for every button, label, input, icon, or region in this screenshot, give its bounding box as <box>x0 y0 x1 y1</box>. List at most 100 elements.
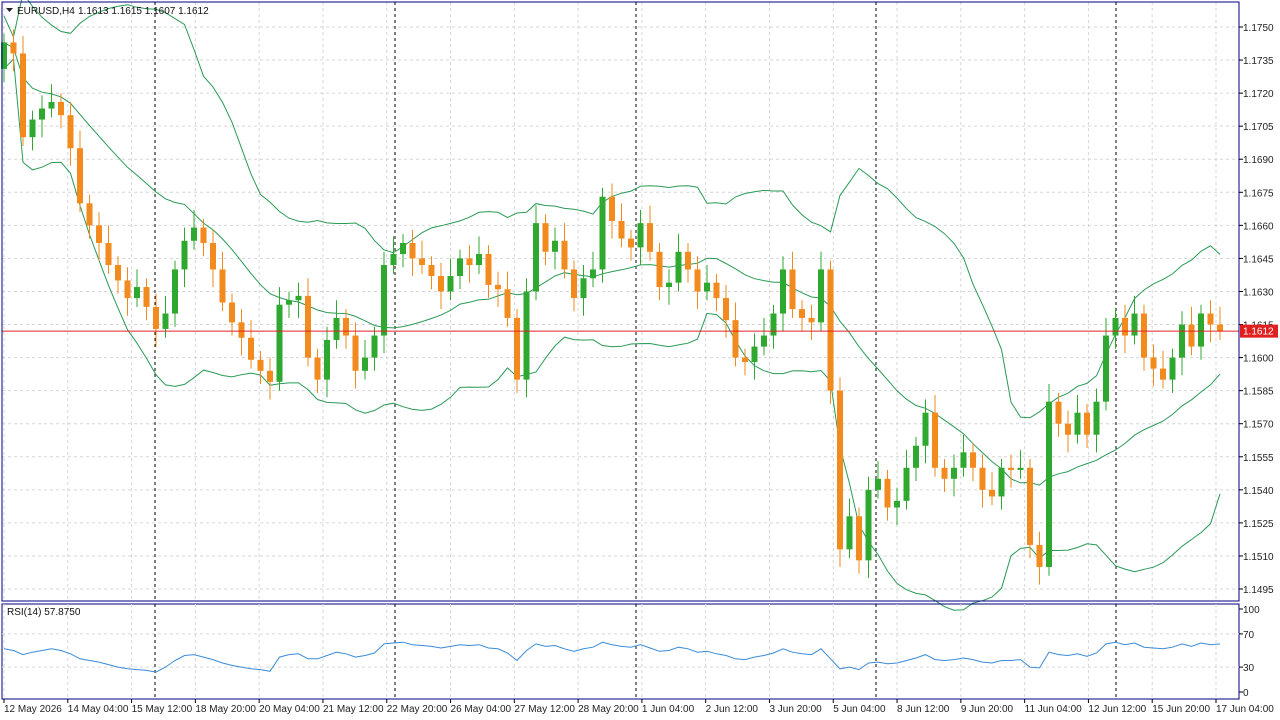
candle-body[interactable] <box>39 108 45 120</box>
candle-body[interactable] <box>818 269 824 323</box>
candle-body[interactable] <box>1150 357 1157 369</box>
candle-body[interactable] <box>276 304 283 382</box>
candle-body[interactable] <box>1065 423 1071 435</box>
candle-body[interactable] <box>1131 313 1138 336</box>
candle-body[interactable] <box>580 278 587 299</box>
candle-body[interactable] <box>808 317 815 323</box>
candle-body[interactable] <box>248 337 254 360</box>
candle-body[interactable] <box>675 251 682 283</box>
candle-body[interactable] <box>970 452 976 468</box>
candle-body[interactable] <box>10 42 17 54</box>
candle-body[interactable] <box>1 42 7 69</box>
candle-body[interactable] <box>998 467 1005 497</box>
candle-body[interactable] <box>504 289 511 318</box>
candle-body[interactable] <box>628 238 634 248</box>
candle-body[interactable] <box>1198 313 1204 347</box>
candle-body[interactable] <box>219 269 226 303</box>
candle-body[interactable] <box>86 203 93 226</box>
candle-body[interactable] <box>181 240 188 270</box>
candle-body[interactable] <box>1169 357 1176 380</box>
candle-body[interactable] <box>48 101 55 109</box>
candle-body[interactable] <box>903 467 910 501</box>
candle-body[interactable] <box>685 251 691 270</box>
candle-body[interactable] <box>656 251 663 288</box>
candle-body[interactable] <box>523 291 530 380</box>
candle-body[interactable] <box>58 101 64 116</box>
candle-body[interactable] <box>153 306 159 329</box>
candle-body[interactable] <box>343 317 349 336</box>
candle-body[interactable] <box>1103 335 1109 402</box>
candle-body[interactable] <box>162 313 169 329</box>
candle-body[interactable] <box>428 265 435 277</box>
candle-body[interactable] <box>694 269 701 292</box>
candle-body[interactable] <box>941 467 948 479</box>
candle-body[interactable] <box>1074 412 1081 435</box>
candle-body[interactable] <box>1122 317 1128 336</box>
candle-body[interactable] <box>666 282 672 288</box>
candle-body[interactable] <box>419 258 425 266</box>
candle-body[interactable] <box>1046 401 1052 567</box>
candle-body[interactable] <box>561 240 568 270</box>
candle-body[interactable] <box>837 390 843 550</box>
candle-body[interactable] <box>267 370 273 382</box>
dropdown-arrow-icon[interactable] <box>6 8 13 12</box>
candle-body[interactable] <box>761 335 767 347</box>
candle-body[interactable] <box>960 452 967 468</box>
candle-body[interactable] <box>989 489 995 497</box>
candle-body[interactable] <box>609 196 615 221</box>
candle-body[interactable] <box>77 148 83 204</box>
candle-body[interactable] <box>799 309 805 318</box>
candle-body[interactable] <box>1027 467 1033 545</box>
candle-body[interactable] <box>571 269 577 299</box>
candle-body[interactable] <box>438 276 444 292</box>
candle-body[interactable] <box>704 282 710 292</box>
candle-body[interactable] <box>732 320 739 358</box>
candle-body[interactable] <box>457 258 463 277</box>
candle-body[interactable] <box>894 500 900 508</box>
candle-body[interactable] <box>124 280 131 299</box>
candle-body[interactable] <box>1055 401 1062 424</box>
candle-body[interactable] <box>770 313 777 336</box>
candle-body[interactable] <box>1093 401 1100 435</box>
candle-body[interactable] <box>599 196 606 270</box>
candle-body[interactable] <box>381 265 387 336</box>
candle-body[interactable] <box>1207 313 1214 325</box>
candle-body[interactable] <box>922 412 929 446</box>
candle-body[interactable] <box>400 242 406 255</box>
candle-body[interactable] <box>723 298 729 321</box>
candle-body[interactable] <box>552 240 558 252</box>
candle-body[interactable] <box>542 223 549 252</box>
candle-body[interactable] <box>238 322 245 338</box>
candle-body[interactable] <box>409 242 416 259</box>
candle-body[interactable] <box>200 227 207 243</box>
candle-body[interactable] <box>827 269 834 391</box>
candle-body[interactable] <box>1179 324 1185 358</box>
candle-body[interactable] <box>1008 467 1014 470</box>
candlestick-series[interactable] <box>1 29 1223 585</box>
candle-body[interactable] <box>172 269 178 314</box>
candle-body[interactable] <box>884 478 891 508</box>
candle-body[interactable] <box>951 467 957 479</box>
candle-body[interactable] <box>780 269 786 314</box>
candle-body[interactable] <box>1217 324 1223 332</box>
candle-body[interactable] <box>875 478 881 490</box>
candle-body[interactable] <box>637 223 644 248</box>
candle-body[interactable] <box>1141 313 1147 358</box>
candle-body[interactable] <box>618 220 625 239</box>
candle-body[interactable] <box>352 335 359 371</box>
candle-body[interactable] <box>314 357 321 380</box>
candle-body[interactable] <box>20 53 26 138</box>
candle-body[interactable] <box>1036 544 1043 567</box>
candle-body[interactable] <box>115 265 121 281</box>
candle-body[interactable] <box>229 302 235 323</box>
candle-body[interactable] <box>371 335 378 358</box>
candle-body[interactable] <box>362 357 368 371</box>
candle-body[interactable] <box>143 287 150 307</box>
candle-body[interactable] <box>466 258 473 266</box>
candle-body[interactable] <box>105 242 112 266</box>
candle-body[interactable] <box>1084 412 1090 435</box>
candle-body[interactable] <box>742 357 748 362</box>
candle-body[interactable] <box>533 223 539 292</box>
candle-body[interactable] <box>134 287 140 299</box>
